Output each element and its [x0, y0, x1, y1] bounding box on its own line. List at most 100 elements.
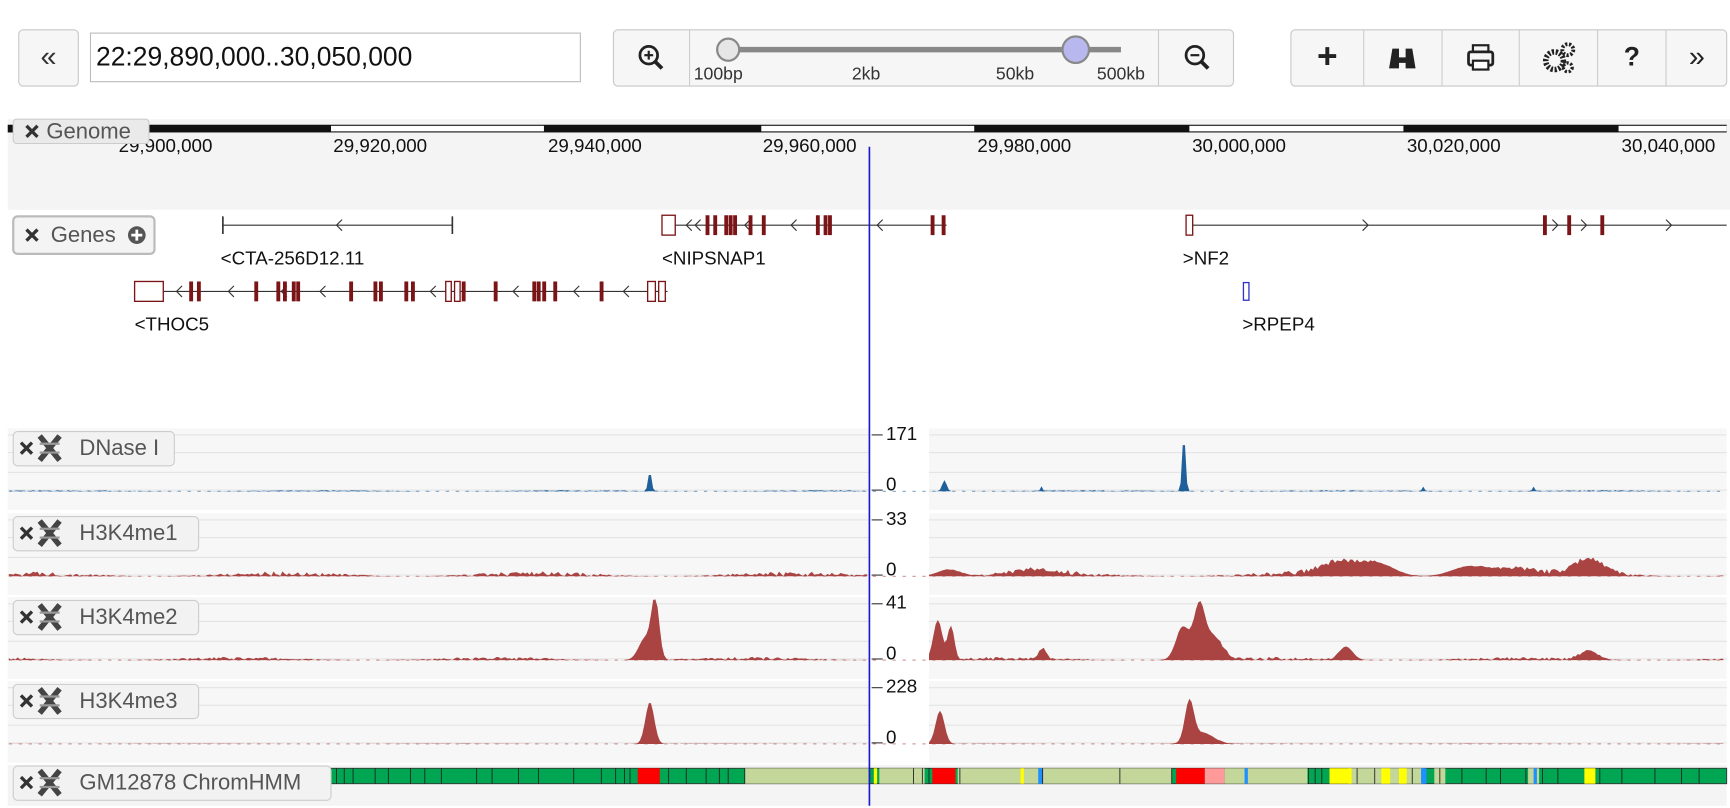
gene-label: >NF2 — [1183, 247, 1229, 268]
exon — [254, 281, 259, 302]
ruler-tick-label: 30,040,000 — [1622, 135, 1716, 156]
chromhmm-segment — [1176, 768, 1205, 784]
close-icon[interactable] — [19, 441, 34, 455]
exon — [748, 215, 753, 236]
zoom-slider-min — [716, 37, 741, 62]
zoom-out-button[interactable] — [1184, 44, 1206, 66]
track-label: H3K4me1 — [79, 520, 177, 545]
gene-label: <CTA-256D12.11 — [221, 247, 365, 268]
scale-area — [869, 597, 929, 679]
exon — [189, 281, 194, 302]
scale-min: 0 — [886, 643, 896, 664]
zoom-out-button-handle — [1200, 60, 1210, 70]
exon — [196, 281, 201, 302]
settings-button[interactable] — [1561, 61, 1574, 74]
chromhmm-segment — [1329, 768, 1352, 784]
close-icon[interactable] — [19, 610, 34, 624]
exon — [536, 281, 541, 302]
track-menu-icon[interactable] — [37, 603, 62, 631]
utr — [453, 280, 461, 303]
exon — [599, 281, 604, 302]
ruler-tick-label: 29,980,000 — [977, 135, 1071, 156]
strand-arrow — [429, 285, 437, 298]
help-button: ? — [1624, 41, 1640, 71]
track-menu-icon — [39, 695, 60, 707]
close-icon[interactable] — [25, 228, 39, 242]
exon — [349, 281, 354, 302]
track-background — [7, 681, 1727, 763]
chromhmm-segment — [1421, 768, 1427, 784]
exon — [705, 215, 710, 236]
exon — [378, 281, 383, 302]
ruler-band — [761, 125, 975, 132]
signal-area — [8, 703, 868, 744]
print-button-paper — [1471, 59, 1490, 71]
chromhmm-segment — [957, 768, 1172, 784]
scale-max: 171 — [886, 423, 917, 444]
close-icon[interactable] — [25, 124, 39, 139]
back-button-label: « — [41, 41, 57, 73]
utr — [658, 280, 666, 303]
chromhmm-segment — [879, 768, 925, 784]
location-input[interactable] — [89, 32, 581, 83]
track-menu-icon[interactable] — [37, 768, 62, 797]
zoom-in-button[interactable] — [638, 44, 659, 66]
strand-arrow — [1551, 219, 1559, 232]
strand-arrow — [1580, 219, 1588, 232]
exon — [828, 215, 832, 236]
exon — [761, 215, 766, 236]
exon — [815, 215, 820, 236]
strand-arrow — [790, 219, 797, 232]
ruler-tick-label: 29,920,000 — [333, 135, 427, 156]
exon — [728, 215, 733, 236]
exon — [1567, 215, 1572, 236]
settings-button[interactable] — [1542, 49, 1567, 73]
chromhmm-segment — [1584, 768, 1596, 784]
search-button[interactable] — [1389, 48, 1416, 69]
genome-label: Genome — [46, 118, 131, 143]
exon — [493, 281, 498, 302]
exon — [1600, 215, 1605, 236]
exon — [373, 281, 378, 302]
track-background — [7, 597, 1727, 679]
zoom-label: 500kb — [1097, 64, 1145, 84]
scale-min: 0 — [886, 559, 896, 580]
close-icon[interactable] — [19, 775, 34, 790]
chromhmm-segment — [1020, 768, 1024, 784]
zoom-label: 100bp — [694, 64, 743, 84]
chromhmm-segment — [873, 768, 878, 784]
back-button[interactable] — [18, 29, 79, 87]
strand-arrow — [335, 219, 343, 232]
track-menu-icon[interactable] — [37, 687, 62, 715]
utr — [646, 280, 657, 303]
track-background — [7, 513, 1727, 595]
track-menu-icon — [39, 442, 60, 454]
chromhmm-segment — [1204, 768, 1225, 784]
gene-label: <THOC5 — [135, 314, 209, 335]
settings-button[interactable] — [1560, 42, 1576, 58]
strand-arrow — [876, 219, 884, 232]
exon — [291, 281, 296, 302]
signal-area — [8, 474, 868, 492]
close-icon[interactable] — [19, 526, 34, 540]
close-icon[interactable] — [19, 694, 34, 708]
strand-arrow — [512, 285, 519, 298]
signal-area — [8, 571, 868, 577]
exon — [283, 281, 287, 302]
chromhmm-segment — [1381, 768, 1391, 784]
strand-arrow — [1665, 219, 1673, 232]
zoom-in-button-handle — [654, 60, 664, 70]
signal-area — [928, 557, 1724, 577]
exon — [461, 281, 466, 302]
track-menu-icon[interactable] — [37, 519, 62, 548]
gene-label: <NIPSNAP1 — [662, 247, 766, 268]
track-menu-icon[interactable] — [37, 434, 62, 463]
chromhmm-segment — [1038, 768, 1043, 784]
ruler-band — [1189, 125, 1404, 132]
scale-area — [869, 681, 929, 763]
zoom-slider-handle[interactable] — [1061, 35, 1091, 65]
scale-min: 0 — [886, 726, 896, 747]
track-label: H3K4me2 — [79, 604, 177, 629]
